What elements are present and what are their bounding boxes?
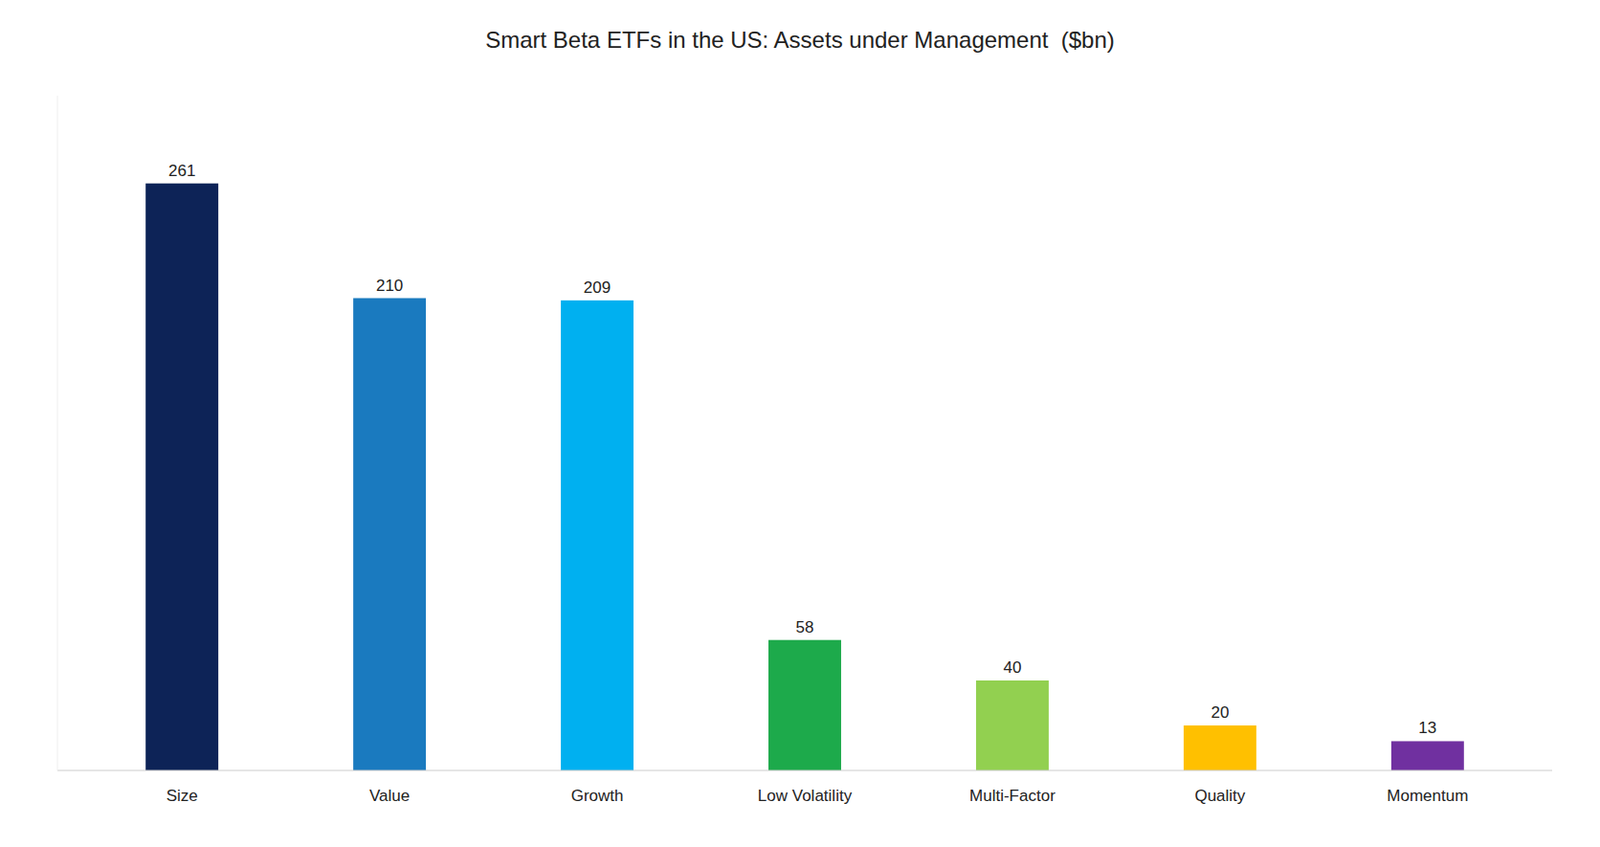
x-tick-label: Multi-Factor xyxy=(969,786,1056,805)
bar xyxy=(145,183,219,771)
x-tick-label: Momentum xyxy=(1386,786,1468,805)
x-tick-label: Size xyxy=(166,786,199,805)
bar xyxy=(1183,725,1257,771)
chart-title: Smart Beta ETFs in the US: Assets under … xyxy=(485,26,1115,53)
y-axis-line xyxy=(57,95,59,771)
x-tick-label: Growth xyxy=(571,786,624,805)
bar xyxy=(1391,740,1465,771)
data-label: 58 xyxy=(796,618,815,637)
data-label: 261 xyxy=(168,161,196,180)
data-label: 40 xyxy=(1002,658,1022,677)
bar xyxy=(353,298,426,772)
bar xyxy=(768,640,842,771)
background xyxy=(0,0,1600,847)
data-label: 13 xyxy=(1418,718,1437,737)
bar xyxy=(976,680,1049,771)
data-label: 20 xyxy=(1210,703,1229,722)
bars xyxy=(145,183,1465,771)
data-label: 210 xyxy=(376,276,403,295)
x-tick-label: Quality xyxy=(1194,786,1245,805)
x-tick-label: Low Volatility xyxy=(757,786,853,805)
chart-svg: Smart Beta ETFs in the US: Assets under … xyxy=(0,0,1600,847)
data-label: 209 xyxy=(583,278,611,297)
x-axis-line xyxy=(57,770,1553,772)
chart-container: Smart Beta ETFs in the US: Assets under … xyxy=(0,0,1600,847)
bar xyxy=(560,300,634,771)
x-tick-label: Value xyxy=(369,786,410,805)
